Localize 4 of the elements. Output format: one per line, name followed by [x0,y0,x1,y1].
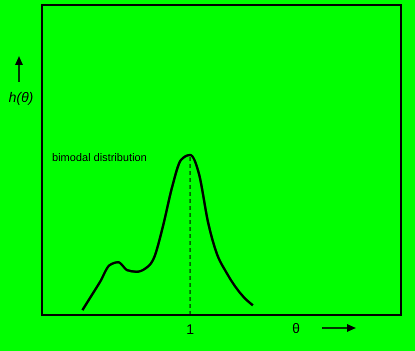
annotation: bimodal distribution [52,152,147,164]
x-axis-title: θ [292,320,300,336]
text: 1 [186,321,194,337]
y-axis-title: h(θ) [8,89,34,105]
